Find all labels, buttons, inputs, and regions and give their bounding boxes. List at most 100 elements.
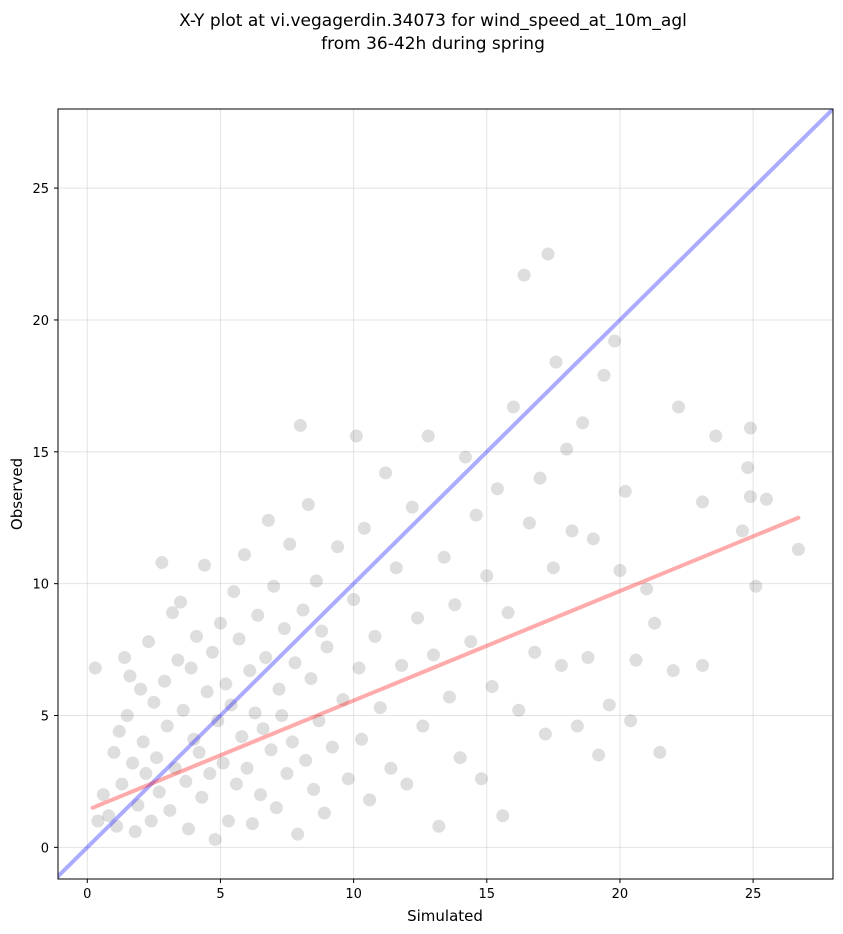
data-point [749,579,763,593]
data-point [224,698,238,712]
data-point [155,556,169,570]
data-point [253,788,267,802]
chart-title-line-1: X-Y plot at vi.vegagerdin.34073 for wind… [179,11,687,31]
data-point [320,640,334,654]
data-point [560,442,574,456]
data-point [293,418,307,432]
data-point [640,582,654,596]
data-point [269,801,283,815]
data-point [147,695,161,709]
x-tick-label: 20 [612,887,629,902]
data-point [363,793,377,807]
x-tick-label: 25 [745,887,762,902]
data-point [174,595,188,609]
data-point [144,814,158,828]
data-point [142,635,156,649]
data-point [791,542,805,556]
x-tick-label: 0 [83,887,91,902]
data-point [427,648,441,662]
y-axis-label: Observed [8,458,26,530]
data-point [259,650,273,664]
data-point [189,629,203,643]
data-point [653,745,667,759]
data-point [379,466,393,480]
data-point [291,827,305,841]
data-point [299,753,313,767]
data-point [296,603,310,617]
data-point [496,809,510,823]
data-point [549,355,563,369]
data-point [221,814,235,828]
data-point [192,745,206,759]
data-point [88,661,102,675]
x-tick-label: 10 [345,887,362,902]
data-point [301,498,315,512]
data-point [232,632,246,646]
data-point [522,516,536,530]
chart-title-line-2: from 36-42h during spring [321,34,545,54]
data-point [389,561,403,575]
data-point [261,513,275,527]
data-point [110,819,124,833]
y-tick-label: 10 [32,578,49,593]
data-point [229,777,243,791]
data-point [168,761,182,775]
data-point [464,635,478,649]
data-point [512,703,526,717]
data-point [517,268,531,282]
data-point [283,537,297,551]
data-point [211,714,225,728]
grid [58,109,833,879]
data-point [672,400,686,414]
data-point [96,788,110,802]
data-point [741,461,755,475]
data-point [666,664,680,678]
data-point [355,732,369,746]
data-point [325,740,339,754]
data-point [277,621,291,635]
data-point [309,574,323,588]
data-point [245,817,259,831]
data-point [280,767,294,781]
data-point [400,777,414,791]
data-point [602,698,616,712]
data-point [735,524,749,538]
data-point [331,540,345,554]
data-point [251,608,265,622]
data-point [696,495,710,509]
data-point [235,730,249,744]
data-point [618,484,632,498]
data-point [307,782,321,796]
data-point [160,719,174,733]
data-point [743,421,757,435]
y-tick-label: 5 [41,710,49,725]
data-point [134,682,148,696]
data-point [115,777,129,791]
data-point [128,825,142,839]
data-point [469,508,483,522]
data-point [205,645,219,659]
data-point [576,416,590,430]
data-point [237,548,251,562]
data-point [248,706,262,720]
data-point [480,569,494,583]
data-point [624,714,638,728]
data-point [421,429,435,443]
data-point [586,532,600,546]
data-point [256,722,270,736]
data-point [150,751,164,765]
axis-ticks: 0 5 10 15 20 25 0 5 10 15 20 25 [32,182,761,902]
data-point [743,490,757,504]
data-point [208,832,222,846]
data-point [528,645,542,659]
data-point [336,693,350,707]
data-point [131,798,145,812]
data-point [411,611,425,625]
data-point [203,767,217,781]
data-point [581,650,595,664]
data-point [541,247,555,261]
data-point [126,756,140,770]
data-points [88,247,805,846]
data-point [118,650,132,664]
